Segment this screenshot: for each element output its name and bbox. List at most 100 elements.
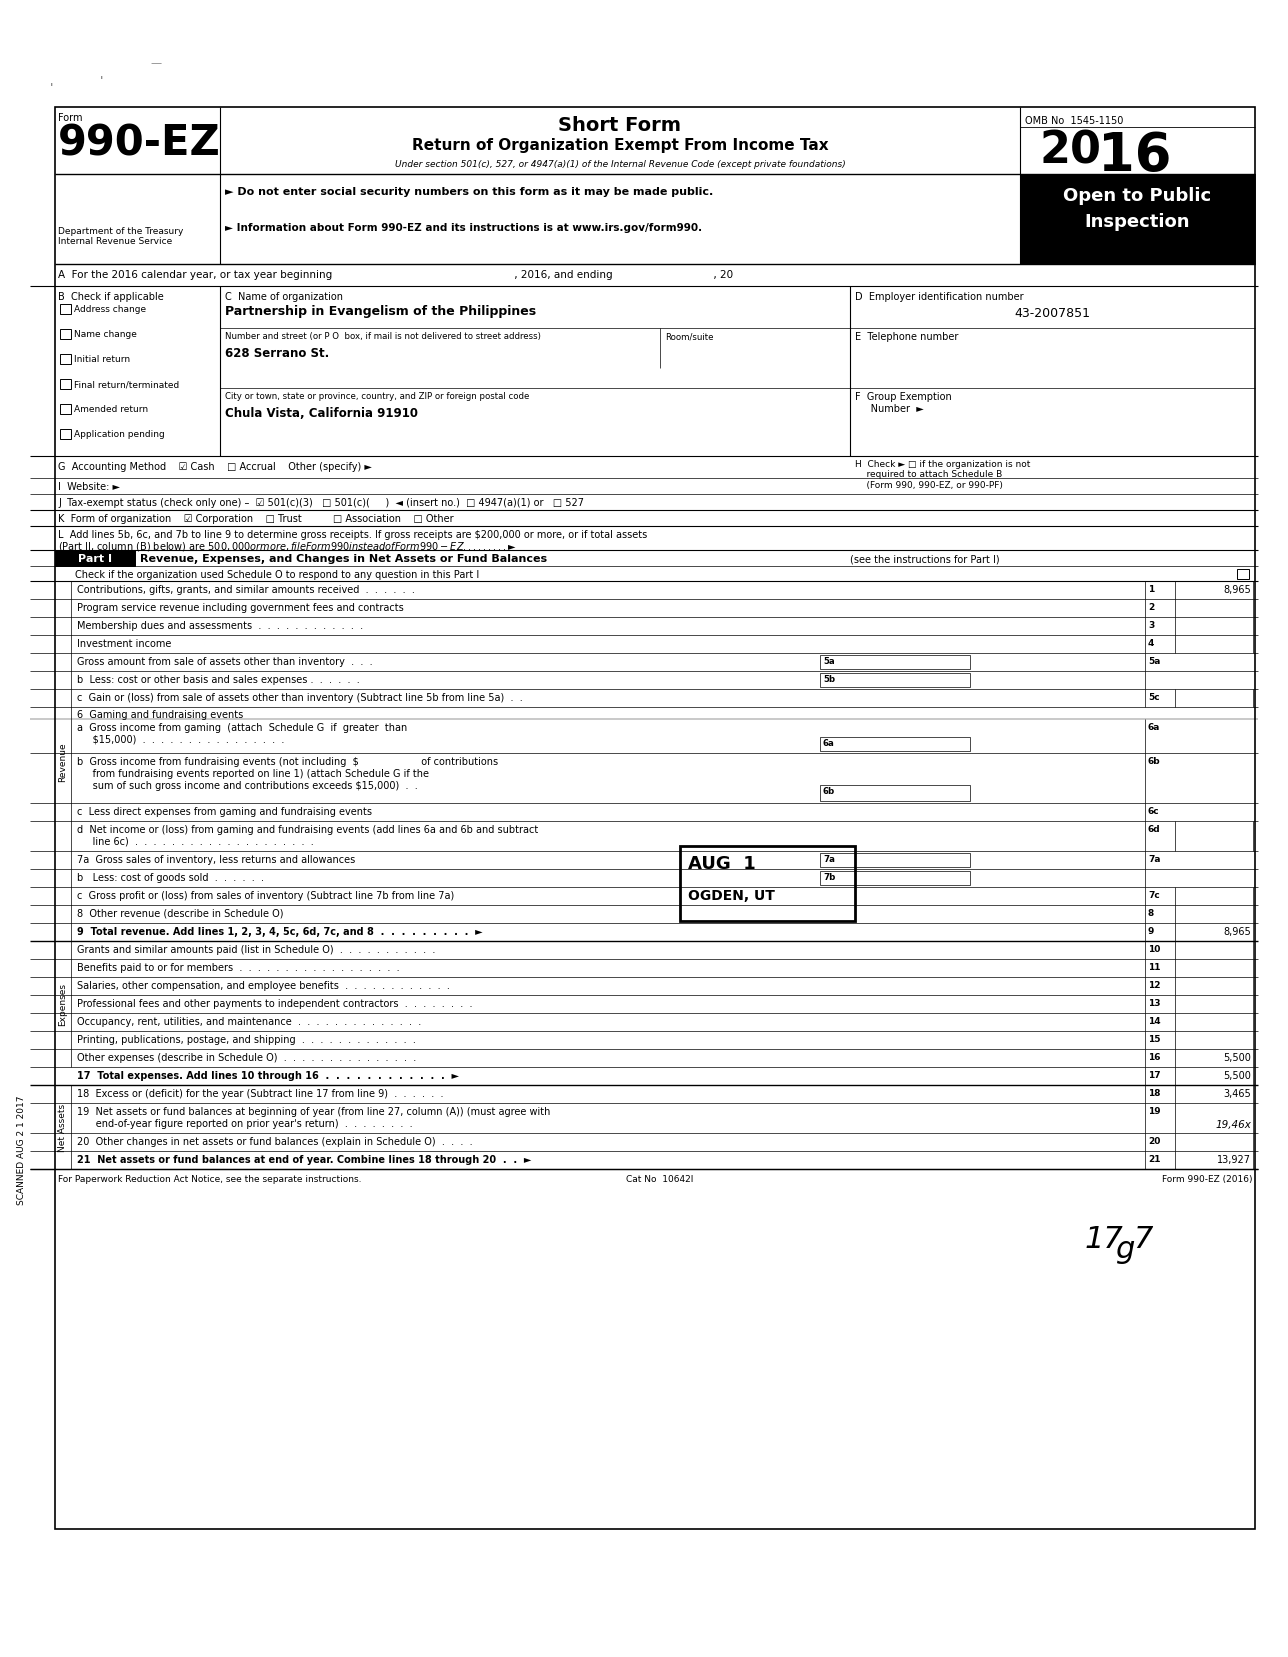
Bar <box>820 853 970 868</box>
Text: 6  Gaming and fundraising events: 6 Gaming and fundraising events <box>77 709 243 719</box>
Text: Gross amount from sale of assets other than inventory  .  .  .: Gross amount from sale of assets other t… <box>77 656 372 666</box>
Text: F  Group Exemption
     Number  ►: F Group Exemption Number ► <box>855 391 952 413</box>
Text: Address change: Address change <box>73 305 146 313</box>
Text: 20  Other changes in net assets or fund balances (explain in Schedule O)  .  .  : 20 Other changes in net assets or fund b… <box>77 1137 473 1147</box>
Text: 19  Net assets or fund balances at beginning of year (from line 27, column (A)) : 19 Net assets or fund balances at beginn… <box>77 1107 550 1117</box>
Text: Room/suite: Room/suite <box>665 331 714 341</box>
Text: d  Net income or (loss) from gaming and fundraising events (add lines 6a and 6b : d Net income or (loss) from gaming and f… <box>77 825 538 835</box>
Bar <box>1020 176 1255 265</box>
Text: ► Do not enter social security numbers on this form as it may be made public.: ► Do not enter social security numbers o… <box>225 187 714 197</box>
Bar <box>61 404 71 414</box>
Text: Investment income: Investment income <box>77 638 171 648</box>
Bar <box>61 429 71 439</box>
Text: 21: 21 <box>1148 1155 1160 1163</box>
Text: Net Assets: Net Assets <box>58 1104 67 1152</box>
Text: Initial return: Initial return <box>73 355 130 365</box>
Text: 4: 4 <box>1148 638 1154 648</box>
Text: 15: 15 <box>1148 1034 1160 1044</box>
Text: c  Less direct expenses from gaming and fundraising events: c Less direct expenses from gaming and f… <box>77 807 372 817</box>
Text: 8,965: 8,965 <box>1224 585 1251 595</box>
Text: 11: 11 <box>1148 963 1160 971</box>
Text: Inspection: Inspection <box>1084 212 1190 230</box>
Text: 5a: 5a <box>1148 656 1160 666</box>
Text: (see the instructions for Part I): (see the instructions for Part I) <box>850 553 999 563</box>
Text: SCANNED AUG 2 1 2017: SCANNED AUG 2 1 2017 <box>18 1095 27 1205</box>
Text: 18  Excess or (deficit) for the year (Subtract line 17 from line 9)  .  .  .  . : 18 Excess or (deficit) for the year (Sub… <box>77 1089 443 1099</box>
Text: C  Name of organization: C Name of organization <box>225 292 343 302</box>
Text: Number and street (or P O  box, if mail is not delivered to street address): Number and street (or P O box, if mail i… <box>225 331 541 341</box>
Text: 6b: 6b <box>823 787 835 795</box>
Text: from fundraising events reported on line 1) (attach Schedule G if the: from fundraising events reported on line… <box>77 769 429 779</box>
Text: 6b: 6b <box>1148 757 1160 766</box>
Text: 16: 16 <box>1148 1052 1160 1062</box>
Text: 5c: 5c <box>1148 693 1159 701</box>
Text: c  Gain or (loss) from sale of assets other than inventory (Subtract line 5b fro: c Gain or (loss) from sale of assets oth… <box>77 693 523 703</box>
Text: 6a: 6a <box>823 739 835 747</box>
Text: (Part II, column (B) below) are $500,000 or more, file Form 990 instead of Form : (Part II, column (B) below) are $500,000… <box>58 540 518 553</box>
Text: 17: 17 <box>1084 1225 1123 1253</box>
Text: 10: 10 <box>1148 944 1160 953</box>
Text: A  For the 2016 calendar year, or tax year beginning                            : A For the 2016 calendar year, or tax yea… <box>58 270 733 280</box>
Text: I  Website: ►: I Website: ► <box>58 482 120 492</box>
Text: 17  Total expenses. Add lines 10 through 16  .  .  .  .  .  .  .  .  .  .  .  . : 17 Total expenses. Add lines 10 through … <box>77 1070 459 1080</box>
Text: 14: 14 <box>1148 1016 1160 1026</box>
Text: Form: Form <box>58 113 82 123</box>
Text: b   Less: cost of goods sold  .  .  .  .  .  .: b Less: cost of goods sold . . . . . . <box>77 873 264 883</box>
Text: 5,500: 5,500 <box>1224 1070 1251 1080</box>
Text: D  Employer identification number: D Employer identification number <box>855 292 1024 302</box>
Text: ': ' <box>100 75 103 88</box>
Bar <box>61 330 71 340</box>
Text: 990-EZ: 990-EZ <box>58 123 220 164</box>
Text: line 6c)  .  .  .  .  .  .  .  .  .  .  .  .  .  .  .  .  .  .  .  .: line 6c) . . . . . . . . . . . . . . . .… <box>77 837 314 847</box>
Bar <box>61 379 71 389</box>
Text: Program service revenue including government fees and contracts: Program service revenue including govern… <box>77 603 403 613</box>
Text: Final return/terminated: Final return/terminated <box>73 379 179 389</box>
Text: Partnership in Evangelism of the Philippines: Partnership in Evangelism of the Philipp… <box>225 305 536 318</box>
Text: ': ' <box>50 81 54 94</box>
Text: Chula Vista, California 91910: Chula Vista, California 91910 <box>225 406 419 419</box>
Text: City or town, state or province, country, and ZIP or foreign postal code: City or town, state or province, country… <box>225 391 529 401</box>
Text: 19,46x: 19,46x <box>1215 1120 1251 1130</box>
Text: Benefits paid to or for members  .  .  .  .  .  .  .  .  .  .  .  .  .  .  .  . : Benefits paid to or for members . . . . … <box>77 963 399 973</box>
Text: 7: 7 <box>1133 1225 1153 1253</box>
Text: Other expenses (describe in Schedule O)  .  .  .  .  .  .  .  .  .  .  .  .  .  : Other expenses (describe in Schedule O) … <box>77 1052 416 1062</box>
Text: a  Gross income from gaming  (attach  Schedule G  if  greater  than: a Gross income from gaming (attach Sched… <box>77 722 407 732</box>
Text: OMB No  1545-1150: OMB No 1545-1150 <box>1025 116 1123 126</box>
Bar <box>61 305 71 315</box>
Text: 5,500: 5,500 <box>1224 1052 1251 1062</box>
Text: K  Form of organization    ☑ Corporation    □ Trust          □ Association    □ : K Form of organization ☑ Corporation □ T… <box>58 514 453 524</box>
Text: 3: 3 <box>1148 621 1154 630</box>
Text: Membership dues and assessments  .  .  .  .  .  .  .  .  .  .  .  .: Membership dues and assessments . . . . … <box>77 621 363 631</box>
Text: 3,465: 3,465 <box>1224 1089 1251 1099</box>
Text: For Paperwork Reduction Act Notice, see the separate instructions.: For Paperwork Reduction Act Notice, see … <box>58 1175 362 1183</box>
Text: Return of Organization Exempt From Income Tax: Return of Organization Exempt From Incom… <box>412 138 828 152</box>
Bar <box>680 847 855 921</box>
Text: AUG  1: AUG 1 <box>688 855 756 873</box>
Text: 5a: 5a <box>823 656 835 666</box>
Text: 43-2007851: 43-2007851 <box>1015 307 1091 320</box>
Bar <box>55 550 135 567</box>
Text: Amended return: Amended return <box>73 404 148 414</box>
Text: 6c: 6c <box>1148 807 1159 815</box>
Text: 20: 20 <box>1148 1137 1160 1145</box>
Text: Part I: Part I <box>79 553 112 563</box>
Text: 13: 13 <box>1148 999 1160 1007</box>
Text: Revenue: Revenue <box>58 742 67 782</box>
Text: 7a: 7a <box>823 855 835 863</box>
Text: Check if the organization used Schedule O to respond to any question in this Par: Check if the organization used Schedule … <box>75 570 479 580</box>
Text: g: g <box>1115 1234 1135 1263</box>
Text: Salaries, other compensation, and employee benefits  .  .  .  .  .  .  .  .  .  : Salaries, other compensation, and employ… <box>77 981 450 991</box>
Text: Short Form: Short Form <box>559 116 681 134</box>
Bar <box>61 355 71 365</box>
Text: c  Gross profit or (loss) from sales of inventory (Subtract line 7b from line 7a: c Gross profit or (loss) from sales of i… <box>77 890 455 900</box>
Text: H  Check ► □ if the organization is not
    required to attach Schedule B
    (F: H Check ► □ if the organization is not r… <box>855 459 1030 489</box>
Text: 628 Serrano St.: 628 Serrano St. <box>225 346 330 360</box>
Text: $15,000)  .  .  .  .  .  .  .  .  .  .  .  .  .  .  .  .: $15,000) . . . . . . . . . . . . . . . . <box>77 734 285 744</box>
Text: 5b: 5b <box>823 674 835 684</box>
Text: 7a: 7a <box>1148 855 1160 863</box>
Bar <box>1236 570 1249 580</box>
Text: sum of such gross income and contributions exceeds $15,000)  .  .: sum of such gross income and contributio… <box>77 780 417 790</box>
Text: 17: 17 <box>1148 1070 1160 1079</box>
Text: Occupancy, rent, utilities, and maintenance  .  .  .  .  .  .  .  .  .  .  .  . : Occupancy, rent, utilities, and maintena… <box>77 1016 421 1026</box>
Bar <box>55 108 1255 1529</box>
